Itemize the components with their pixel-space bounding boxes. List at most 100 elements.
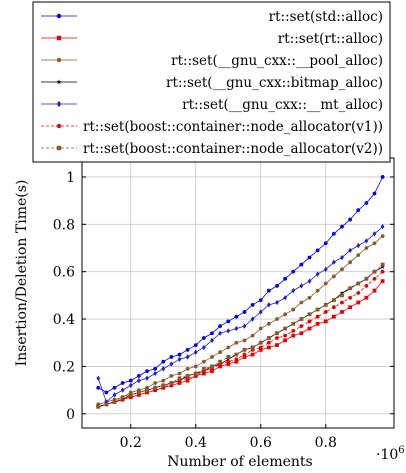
legend-label: rt::set(__gnu_cxx::__pool_alloc) xyxy=(171,53,383,69)
data-point xyxy=(291,328,296,333)
data-point xyxy=(283,276,288,281)
data-point xyxy=(96,375,101,381)
data-point xyxy=(315,314,320,319)
data-point xyxy=(242,347,247,352)
data-point xyxy=(128,382,133,389)
data-point xyxy=(120,395,125,400)
data-point xyxy=(112,385,117,390)
data-point xyxy=(380,224,385,230)
data-point xyxy=(299,331,304,336)
data-point xyxy=(201,359,206,364)
data-point xyxy=(372,269,377,274)
data-point xyxy=(169,355,174,359)
series-line xyxy=(98,271,383,408)
data-point xyxy=(234,325,239,332)
data-point xyxy=(275,299,279,306)
data-point xyxy=(210,369,214,374)
data-point xyxy=(112,392,117,398)
data-point xyxy=(323,302,328,307)
data-point xyxy=(275,317,279,321)
data-point xyxy=(331,231,336,236)
data-point xyxy=(356,300,361,305)
data-point xyxy=(56,79,62,85)
data-point xyxy=(307,319,312,324)
x-tick-label: 0.8 xyxy=(315,435,337,451)
data-point xyxy=(153,385,158,390)
data-point xyxy=(356,291,361,295)
series-group xyxy=(96,262,385,409)
data-point xyxy=(299,317,304,321)
data-point xyxy=(339,290,345,295)
data-point xyxy=(266,321,271,326)
data-point xyxy=(315,307,320,312)
data-point xyxy=(307,326,312,331)
data-point xyxy=(364,295,369,300)
data-point xyxy=(258,309,263,315)
legend-entry: rt::set(__gnu_cxx::bitmap_alloc) xyxy=(41,75,383,91)
data-point xyxy=(331,298,336,303)
data-point xyxy=(145,388,149,393)
series-group xyxy=(96,234,385,407)
data-point xyxy=(283,326,288,331)
data-point xyxy=(242,323,247,329)
data-point xyxy=(356,242,361,249)
data-point xyxy=(364,238,369,244)
data-point xyxy=(177,381,182,385)
data-point xyxy=(193,349,198,355)
series-line xyxy=(98,266,383,408)
data-point xyxy=(250,345,255,350)
series-group xyxy=(95,264,385,409)
data-point xyxy=(372,191,377,196)
data-point xyxy=(177,356,182,362)
data-point xyxy=(56,35,62,41)
data-point xyxy=(331,305,336,310)
data-point xyxy=(348,295,353,300)
legend-label: rt::set(__gnu_cxx::__mt_alloc) xyxy=(182,97,383,113)
data-point xyxy=(185,354,190,360)
data-point xyxy=(169,373,174,378)
data-point xyxy=(185,373,190,378)
data-point xyxy=(348,247,353,254)
data-point xyxy=(161,378,166,383)
data-point xyxy=(161,366,166,372)
data-point xyxy=(364,246,369,250)
data-point xyxy=(258,345,263,350)
data-point xyxy=(380,262,385,267)
series-line xyxy=(98,280,383,408)
data-point xyxy=(242,355,247,359)
data-point xyxy=(56,13,62,19)
data-point xyxy=(291,269,296,274)
data-point xyxy=(315,321,320,326)
data-point xyxy=(331,259,336,265)
data-point xyxy=(145,375,149,381)
data-point xyxy=(340,310,344,314)
data-point xyxy=(283,333,288,338)
data-point xyxy=(275,283,279,288)
x-axis-label: Number of elements xyxy=(167,454,312,470)
data-point xyxy=(234,359,239,364)
data-point xyxy=(323,319,328,324)
data-point xyxy=(364,276,369,281)
data-point xyxy=(364,201,369,205)
data-point xyxy=(348,260,353,265)
data-point xyxy=(234,314,239,319)
data-point xyxy=(380,264,385,269)
legend-entry: rt::set(__gnu_cxx::__pool_alloc) xyxy=(41,53,383,69)
data-point xyxy=(315,248,320,253)
data-point xyxy=(201,371,206,376)
data-point xyxy=(218,364,223,369)
data-point xyxy=(136,390,141,395)
data-point xyxy=(234,357,239,362)
data-point xyxy=(218,330,223,336)
data-point xyxy=(201,366,206,371)
data-point xyxy=(258,347,263,352)
data-point xyxy=(258,326,263,331)
data-point xyxy=(234,352,239,357)
data-point xyxy=(340,267,344,272)
data-point xyxy=(242,338,247,343)
data-point xyxy=(96,385,101,390)
data-point xyxy=(225,356,231,362)
data-point xyxy=(210,331,214,336)
data-point xyxy=(169,381,174,385)
data-point xyxy=(201,344,206,351)
